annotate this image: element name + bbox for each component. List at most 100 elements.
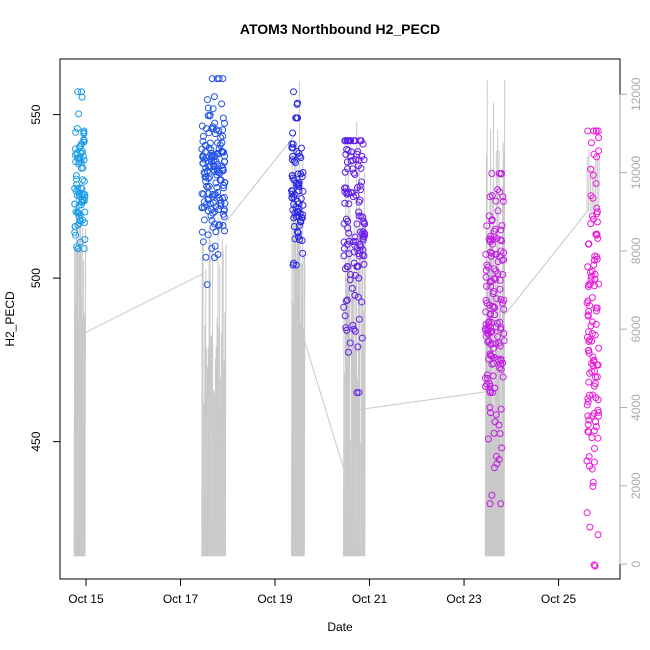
data-point (483, 282, 491, 290)
data-point (487, 351, 495, 359)
data-point (355, 389, 363, 397)
data-point (77, 164, 85, 172)
data-point (488, 169, 496, 177)
data-point (491, 418, 499, 426)
data-point (587, 139, 595, 147)
data-point (350, 325, 358, 333)
data-point (342, 297, 350, 305)
data-point (340, 303, 348, 311)
data-point (199, 153, 207, 161)
x-axis: Oct 15 Oct 17 Oct 19 Oct 21 Oct 23 Oct 25 (68, 578, 577, 606)
data-point (351, 291, 359, 299)
data-point (289, 129, 297, 137)
data-point (590, 150, 598, 158)
data-point (486, 404, 494, 412)
data-point (489, 302, 497, 310)
data-point (211, 242, 219, 250)
line-segment (217, 133, 297, 232)
data-point (293, 181, 301, 189)
data-point (483, 299, 491, 307)
y-tick-label-left: 500 (29, 268, 43, 288)
x-tick-label: Oct 25 (541, 592, 577, 606)
data-point (500, 305, 508, 313)
data-point (211, 119, 219, 127)
data-point (591, 331, 599, 339)
data-point (298, 214, 306, 222)
data-point (297, 144, 305, 152)
data-point (220, 213, 228, 221)
data-point (486, 387, 494, 395)
data-point (209, 199, 217, 207)
data-point (298, 173, 306, 181)
data-point (593, 204, 601, 212)
data-point (489, 236, 497, 244)
data-point (595, 280, 603, 288)
data-point (71, 200, 79, 208)
data-point (218, 100, 226, 108)
data-point (341, 199, 349, 207)
data-point (583, 509, 591, 517)
data-point (493, 460, 501, 468)
data-point (359, 251, 367, 259)
data-point (296, 221, 304, 229)
data-point (352, 191, 360, 199)
data-point (345, 200, 353, 208)
data-point (208, 217, 216, 225)
data-point (204, 231, 212, 239)
data-point (198, 228, 206, 236)
data-point (213, 160, 221, 168)
data-point (482, 326, 490, 334)
data-point (493, 235, 501, 243)
y-tick-label-right: 0 (629, 560, 643, 567)
data-point (590, 458, 598, 466)
y-axis-left: 450 500 550 (29, 104, 61, 452)
data-point (583, 333, 591, 341)
data-point (355, 315, 363, 323)
data-point (589, 353, 597, 361)
chart-title: ATOM3 Northbound H2_PECD (240, 21, 440, 37)
data-point (299, 169, 307, 177)
data-point (497, 236, 505, 244)
data-point (288, 172, 296, 180)
y-tick-label-right: 6000 (629, 316, 643, 343)
data-point (588, 294, 596, 302)
data-point (497, 296, 505, 304)
point-layer (71, 75, 603, 570)
data-point (592, 394, 600, 402)
line-segment (302, 336, 345, 469)
data-point (219, 114, 227, 122)
data-point (488, 240, 496, 248)
data-point (500, 337, 508, 345)
data-point (208, 75, 216, 83)
data-point (345, 137, 353, 145)
data-point (72, 208, 80, 216)
data-point (500, 256, 508, 264)
data-point (353, 389, 361, 397)
data-point (486, 409, 494, 417)
data-point (219, 222, 227, 230)
data-point (354, 293, 362, 301)
data-point (585, 378, 593, 386)
y-tick-label-right: 8000 (629, 237, 643, 264)
data-point (77, 184, 85, 192)
data-point (216, 141, 224, 149)
data-point (359, 213, 367, 221)
x-tick-label: Oct 21 (352, 592, 388, 606)
data-point (344, 348, 352, 356)
data-point (490, 227, 498, 235)
data-point (361, 220, 369, 228)
data-point (584, 428, 592, 436)
data-point (594, 396, 602, 404)
y-tick-label-left: 450 (29, 431, 43, 451)
data-point (492, 197, 500, 205)
data-point (200, 168, 208, 176)
data-point (585, 281, 593, 289)
data-point (492, 452, 500, 460)
data-point (350, 169, 358, 177)
data-point (290, 157, 298, 165)
data-point (591, 275, 599, 283)
data-point (494, 186, 502, 194)
data-point (201, 141, 209, 149)
data-point (488, 277, 496, 285)
data-point (344, 165, 352, 173)
